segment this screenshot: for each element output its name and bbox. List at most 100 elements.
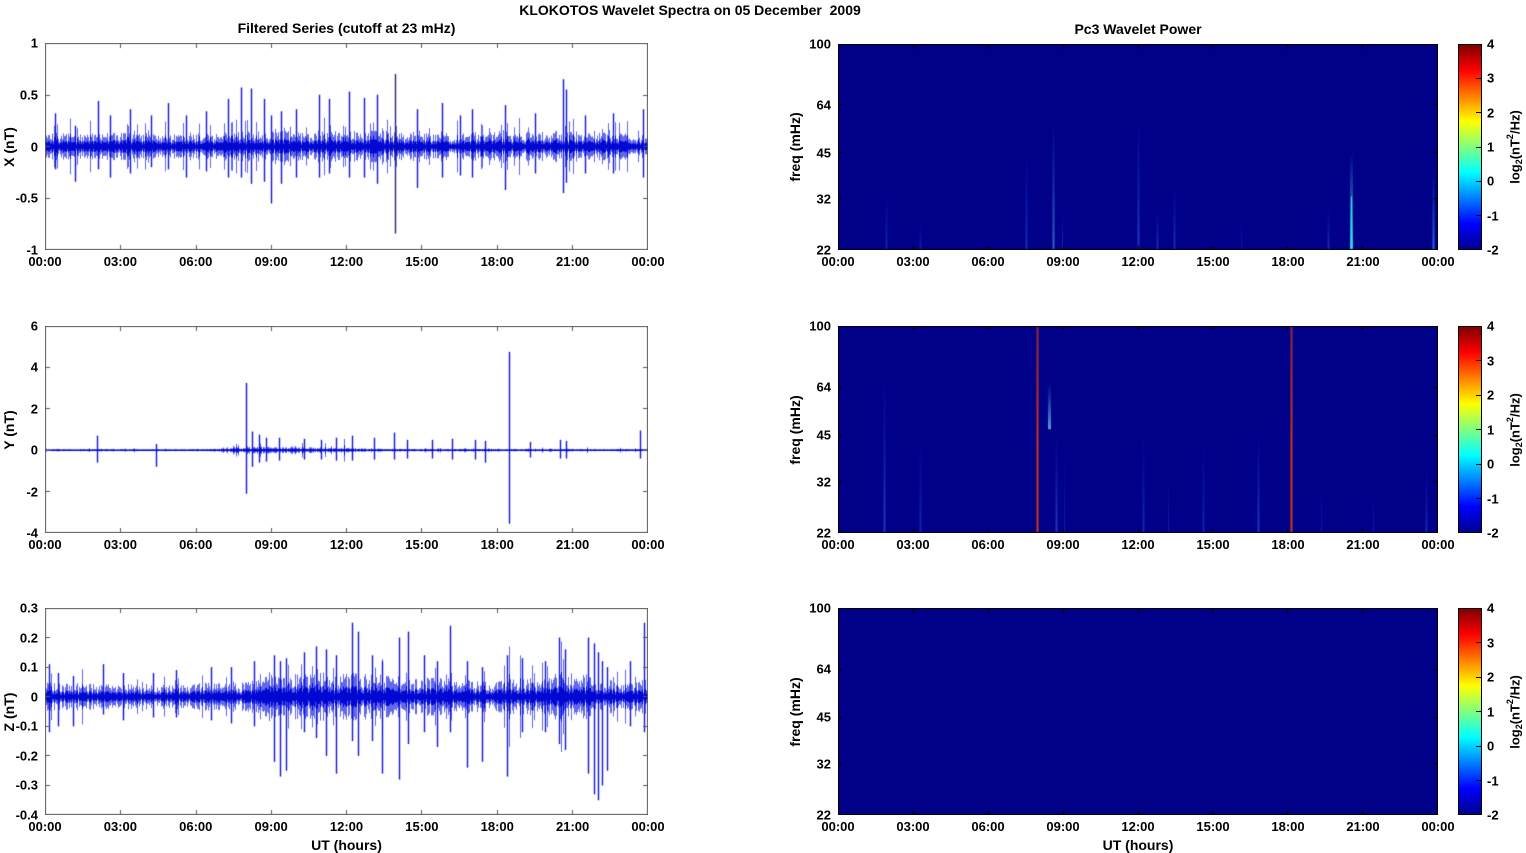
y-axis-tick-label: 45 [816,709,831,725]
x-axis-tick-label: 06:00 [179,254,213,269]
x-axis-tick-label: 00:00 [1421,819,1455,834]
right-x-axis-label: UT (hours) [1102,837,1174,853]
colorbar-tick-mark [1476,745,1481,747]
colorbar-tick-label: -1 [1487,773,1499,788]
y-axis-tick-label: -2 [26,484,38,500]
x-axis-tick-label: 09:00 [254,819,288,834]
colorbar-tick-mark [1476,814,1481,815]
y-series-plot-canvas [45,326,648,533]
colorbar-label: log2(nT2/Hz) [1505,110,1524,184]
x-axis-tick-label: 15:00 [405,537,439,552]
x-axis-tick-label: 15:00 [1196,254,1230,269]
subplot-z-filtered-series: Z (nT) UT (hours) 00:00 03:00 06:00 09:00 12… [1,601,665,853]
x-axis-tick-label: 21:00 [1346,819,1380,834]
x-series-plot-canvas [45,43,648,250]
colorbar-tick-label: -2 [1487,525,1499,541]
subplot-y-filtered-series: Y (nT) 00:00 03:00 06:00 09:00 12:00 15:00 18:… [1,319,665,553]
x-axis-tick-label: 06:00 [179,819,213,834]
y-axis-tick-label: 22 [816,242,831,258]
colorbar-middle: log2(nT2/Hz) 4 3 2 1 0 -1 -2 [1458,319,1524,541]
x-axis-tick-label: 00:00 [631,537,665,552]
y-axis-tick-label: 2 [30,401,38,417]
y-axis-tick-label: 32 [816,191,831,207]
x-axis-tick-label: 00:00 [821,537,855,552]
x-axis-tick-label: 00:00 [1421,254,1455,269]
subplot-x-filtered-series: Filtered Series (cutoff at 23 mHz) X (nT… [1,20,665,269]
y-axis-tick-label: 6 [30,318,38,334]
subplot-pc3-power-y: freq (mHz) 00:00 03:00 06:00 09:00 12:00 15:0… [787,319,1455,553]
x-axis-tick-label: 18:00 [1271,537,1305,552]
x-axis-tick-label: 12:00 [329,537,364,552]
x-axis-tick-label: 03:00 [896,254,930,269]
z-series-ylabel: Z (nT) [1,692,17,731]
x-axis-tick-label: 15:00 [1196,819,1230,834]
colorbar-tick-mark [1476,249,1481,250]
x-axis-tick-label: 21:00 [1346,254,1380,269]
colorbar-tick-label: -1 [1487,208,1499,224]
subplot-pc3-power-x: Pc3 Wavelet Power freq (mHz) 00:00 03:00 0… [787,21,1455,269]
colorbar-tick-mark [1476,215,1481,217]
y-axis-tick-label: 1 [30,35,38,51]
y-axis-tick-label: 32 [816,756,831,772]
pc3-z-spectrogram-canvas [838,608,1438,815]
colorbar-label: log2(nT2/Hz) [1505,392,1524,467]
y-axis-tick-label: 45 [816,427,831,443]
colorbar-label: log2(nT2/Hz) [1505,674,1524,749]
x-axis-tick-label: 00:00 [1421,537,1455,552]
y-axis-tick-label: -0.3 [15,777,38,793]
colorbar-tick-label: 3 [1487,635,1495,650]
x-axis-tick-label: 21:00 [556,819,590,834]
colorbar-tick-mark [1476,394,1481,396]
colorbar-tick-mark [1476,780,1481,781]
y-axis-tick-label: 64 [816,661,831,677]
pc3-y-spectrogram-canvas [838,326,1438,533]
x-axis-tick-label: 12:00 [1121,254,1155,269]
colorbar-tick-label: 3 [1487,70,1495,86]
x-axis-tick-label: 09:00 [1046,819,1080,834]
y-axis-tick-label: 100 [809,318,831,334]
colorbar-tick-mark [1476,44,1481,45]
colorbar-bottom: log2(nT2/Hz) 4 3 2 1 0 -1 -2 [1458,601,1524,823]
colorbar-tick-mark [1476,498,1481,499]
x-axis-tick-label: 21:00 [1346,537,1380,552]
colorbar-tick-label: 2 [1487,669,1495,685]
x-axis-tick-label: 06:00 [971,819,1005,834]
colorbar-tick-label: 4 [1487,36,1495,52]
y-axis-tick-label: 32 [816,474,831,490]
x-axis-tick-label: 12:00 [329,254,364,269]
y-axis-tick-label: 45 [816,145,831,161]
pc3-y-freq-ylabel: freq (mHz) [787,394,803,465]
colorbar-tick-label: 0 [1487,738,1495,754]
x-axis-tick-label: 15:00 [405,254,439,269]
left-x-axis-label: UT (hours) [311,837,382,853]
pc3-x-freq-ylabel: freq (mHz) [787,112,803,182]
x-axis-tick-label: 21:00 [556,537,590,552]
y-axis-tick-label: -0.1 [15,718,38,734]
x-axis-tick-label: 09:00 [254,254,288,269]
x-axis-tick-label: 18:00 [480,537,514,552]
y-axis-tick-label: 22 [816,525,831,541]
y-axis-tick-label: 64 [816,379,831,395]
colorbar-tick-mark [1476,532,1481,533]
x-axis-tick-label: 00:00 [821,819,855,834]
colorbar-tick-mark [1476,711,1481,712]
x-axis-tick-label: 09:00 [1046,254,1080,269]
x-axis-tick-label: 12:00 [1121,819,1155,834]
colorbar-top: log2(nT2/Hz) 4 3 2 1 0 -1 -2 [1458,37,1524,258]
x-axis-tick-label: 03:00 [896,819,930,834]
colorbar-tick-mark [1476,429,1481,430]
colorbar-tick-label: -2 [1487,807,1499,823]
colorbar-tick-label: 4 [1487,318,1495,334]
colorbar-tick-mark [1476,360,1481,361]
pc3-x-spectrogram-canvas [838,44,1438,250]
y-axis-tick-label: 0.5 [19,87,38,103]
y-axis-tick-label: -0.4 [15,807,38,823]
figure-title: KLOKOTOS Wavelet Spectra on 05 December … [519,2,861,18]
y-axis-tick-label: 100 [809,600,831,616]
colorbar-tick-mark [1476,463,1481,465]
x-axis-tick-label: 00:00 [631,254,665,269]
colorbar-tick-label: -1 [1487,491,1499,506]
colorbar-tick-label: 1 [1487,704,1495,719]
x-axis-tick-label: 18:00 [1271,819,1305,834]
x-axis-tick-label: 00:00 [28,537,62,552]
